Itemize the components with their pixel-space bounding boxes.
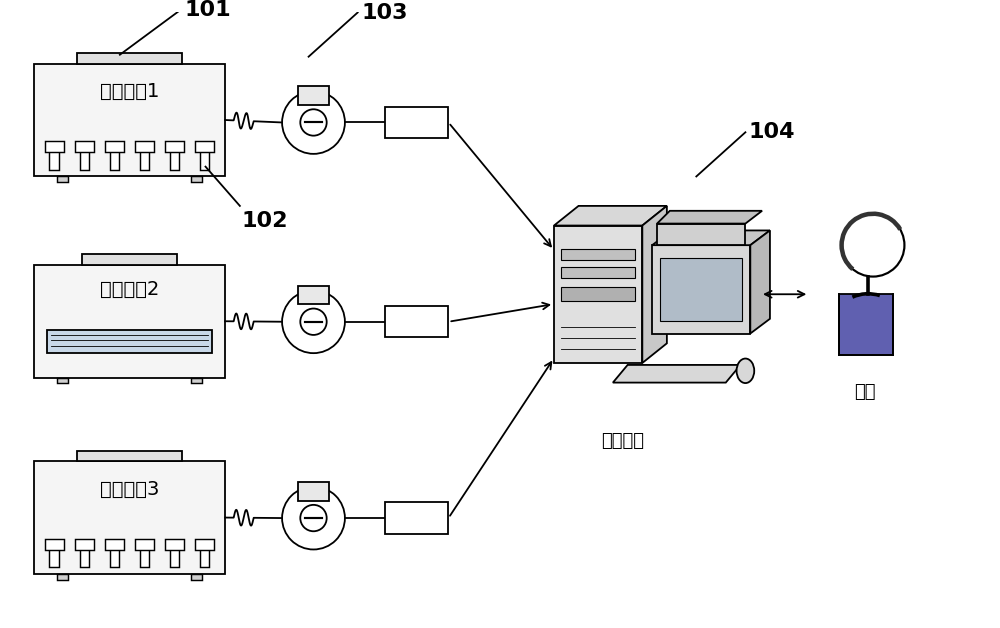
Bar	[561, 249, 635, 260]
Circle shape	[842, 214, 904, 276]
Bar	[385, 502, 448, 534]
Bar	[165, 141, 184, 153]
Polygon shape	[613, 365, 740, 382]
Bar	[561, 288, 635, 301]
Bar	[57, 377, 68, 383]
Bar	[77, 53, 182, 63]
Bar	[34, 265, 225, 377]
Bar	[165, 539, 184, 550]
Bar	[47, 330, 212, 353]
Polygon shape	[750, 230, 770, 333]
Bar	[200, 149, 209, 170]
Bar	[200, 547, 209, 567]
Bar	[49, 547, 59, 567]
Text: 104: 104	[748, 122, 795, 143]
Bar	[385, 306, 448, 337]
Text: 监控系统: 监控系统	[601, 431, 644, 450]
Polygon shape	[652, 245, 750, 333]
Text: 电源: 电源	[407, 511, 426, 526]
Ellipse shape	[737, 359, 754, 383]
Circle shape	[282, 91, 345, 154]
Bar	[34, 63, 225, 176]
Bar	[57, 176, 68, 182]
Bar	[82, 254, 177, 265]
Bar	[57, 574, 68, 580]
Circle shape	[282, 487, 345, 550]
Text: 被测设备2: 被测设备2	[100, 280, 159, 299]
Polygon shape	[642, 206, 667, 363]
Text: 用户: 用户	[854, 382, 876, 401]
Bar	[110, 547, 119, 567]
Bar	[75, 141, 94, 153]
Bar	[105, 141, 124, 153]
Bar	[80, 149, 89, 170]
Polygon shape	[554, 206, 667, 225]
Bar	[561, 267, 635, 278]
Text: 被测设备1: 被测设备1	[100, 82, 159, 101]
Circle shape	[282, 290, 345, 353]
Polygon shape	[652, 230, 770, 245]
Bar	[195, 539, 214, 550]
Bar	[77, 451, 182, 461]
Text: 被测设备3: 被测设备3	[100, 480, 159, 499]
Bar	[170, 547, 179, 567]
Bar	[45, 539, 64, 550]
Text: 101: 101	[185, 0, 232, 19]
Polygon shape	[657, 211, 762, 224]
Bar	[45, 141, 64, 153]
Circle shape	[300, 505, 327, 531]
Text: 电源: 电源	[407, 314, 426, 329]
Bar	[660, 258, 742, 321]
Bar	[298, 482, 329, 501]
Bar	[191, 377, 202, 383]
Bar	[135, 539, 154, 550]
Bar	[385, 107, 448, 138]
Bar	[80, 547, 89, 567]
Polygon shape	[839, 295, 893, 355]
Text: 103: 103	[362, 3, 408, 23]
Bar	[140, 547, 149, 567]
Bar	[191, 176, 202, 182]
Bar	[554, 225, 642, 363]
Bar	[191, 574, 202, 580]
Bar	[75, 539, 94, 550]
Bar	[34, 461, 225, 574]
Bar	[298, 286, 329, 305]
Circle shape	[300, 308, 327, 335]
Circle shape	[300, 109, 327, 136]
Bar	[140, 149, 149, 170]
Bar	[49, 149, 59, 170]
Bar	[195, 141, 214, 153]
Bar	[657, 224, 745, 245]
Bar	[105, 539, 124, 550]
Bar	[170, 149, 179, 170]
Text: 电源: 电源	[407, 115, 426, 130]
Bar	[110, 149, 119, 170]
Bar	[135, 141, 154, 153]
Bar	[298, 86, 329, 105]
Text: 102: 102	[242, 211, 288, 231]
